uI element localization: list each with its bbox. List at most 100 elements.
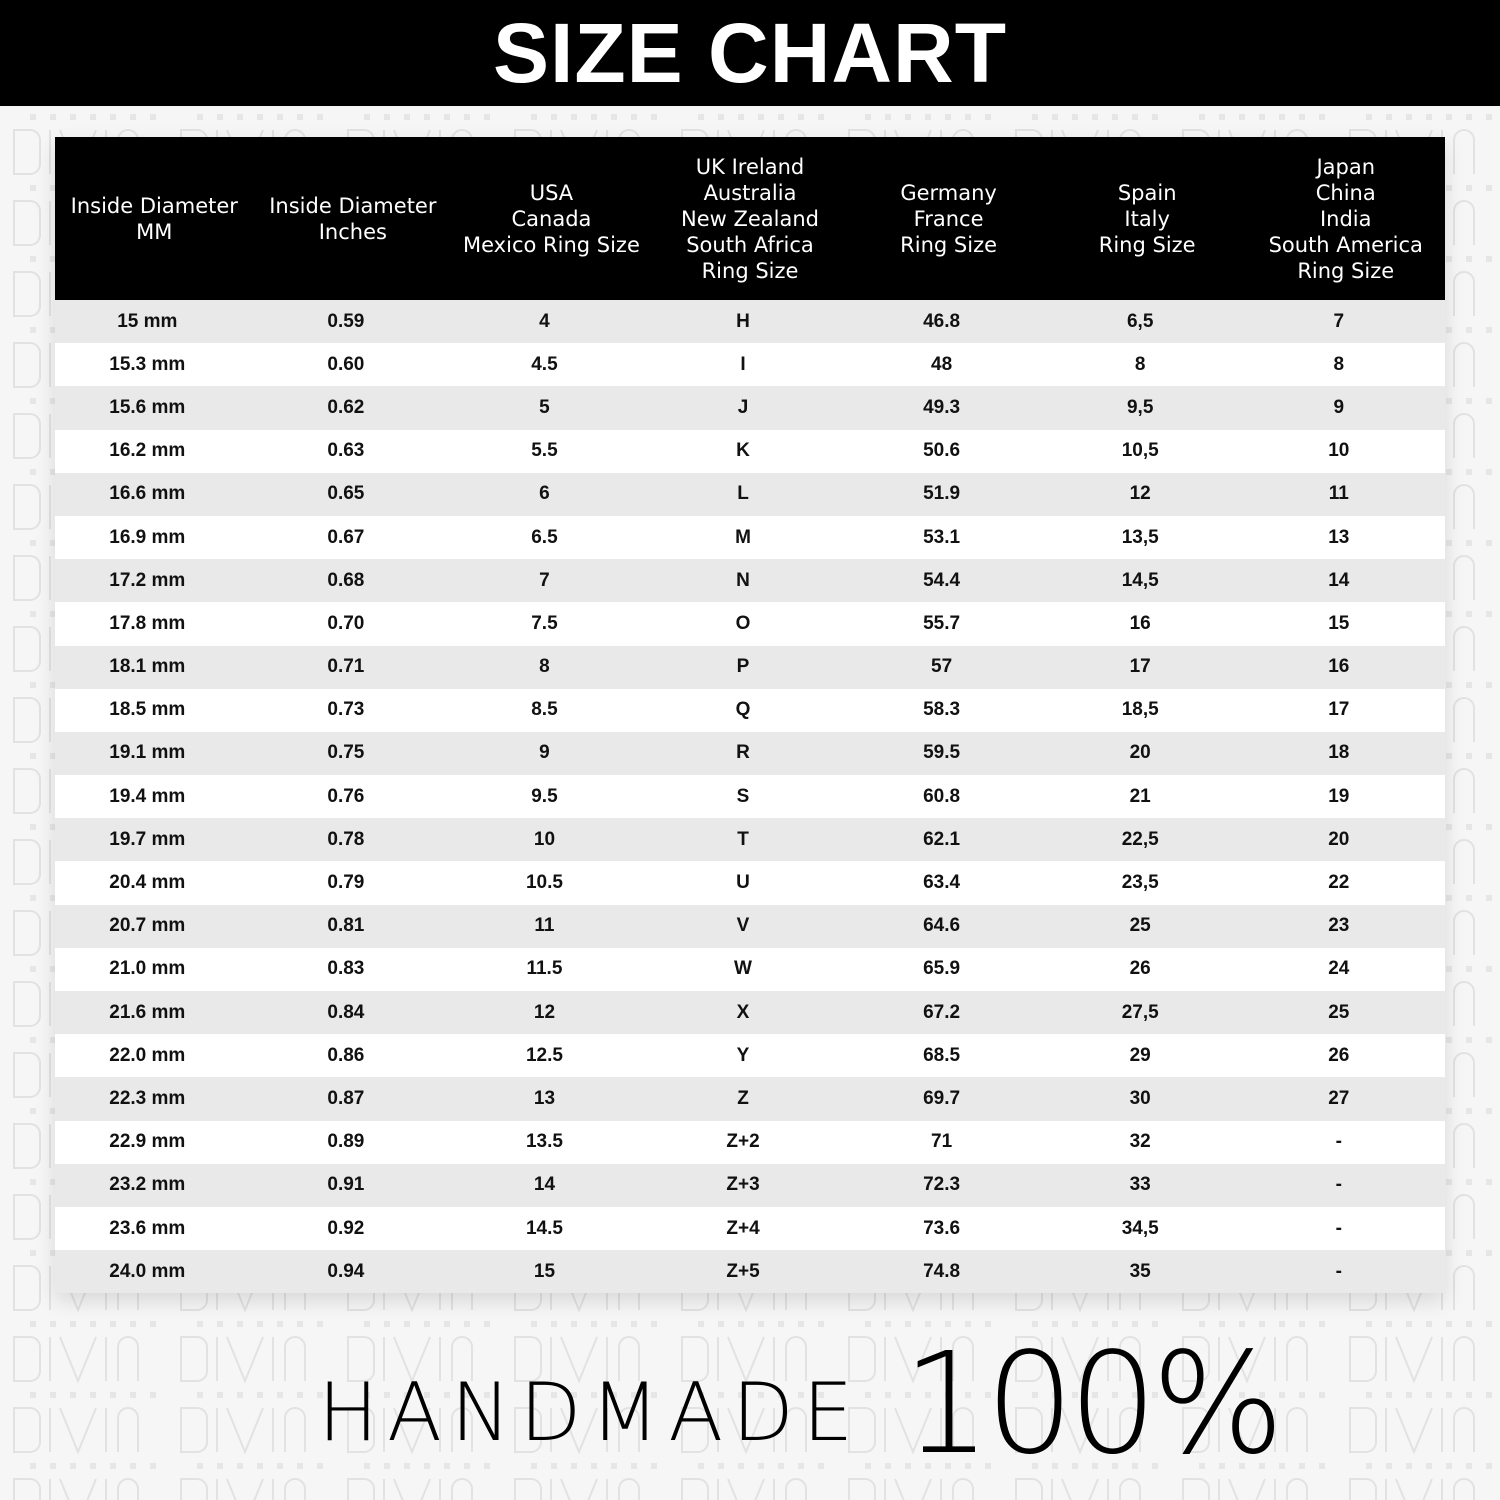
table-cell: 18	[1328, 742, 1350, 764]
table-cell: 5	[539, 396, 550, 418]
percent-text: 100%	[902, 1323, 1284, 1486]
table-cell: 14	[533, 1174, 556, 1196]
table-cell: 16.6 mm	[109, 483, 186, 505]
table-cell: 26	[1328, 1044, 1350, 1066]
table-cell: 15	[1328, 612, 1350, 634]
table-row: 18.5 mm 0.73 8.5 Q 58.3 18,5 17	[55, 688, 1445, 732]
table-cell: 0.79	[327, 872, 365, 894]
table-cell: X	[736, 1001, 750, 1023]
table-cell: 10,5	[1121, 440, 1159, 462]
table-cell: 8	[1134, 353, 1146, 375]
table-cell: 57	[931, 656, 953, 678]
table-cell: 19.1 mm	[109, 742, 186, 764]
table-cell: 0.71	[327, 656, 365, 678]
table-cell: 4.5	[531, 353, 558, 375]
handmade-banner: HANDMADE 100%	[318, 1323, 1284, 1486]
table-cell: Z	[737, 1087, 749, 1109]
table-cell: 7.5	[531, 612, 558, 634]
table-cell: 0.70	[327, 612, 365, 634]
table-cell: 71	[931, 1131, 953, 1153]
table-cell: Z+5	[726, 1260, 760, 1282]
table-row: 17.2 mm 0.68 7 N 54.4 14,5 14	[55, 559, 1445, 603]
table-cell: Y	[736, 1044, 750, 1066]
table-cell: 69.7	[923, 1087, 961, 1109]
table-cell: V	[736, 915, 750, 937]
table-cell: 60.8	[923, 785, 961, 807]
table-cell: 0.78	[327, 828, 365, 850]
table-cell: 10	[1328, 440, 1350, 462]
table-cell: 17	[1129, 656, 1151, 678]
table-cell: 12	[533, 1001, 556, 1023]
table-row: 15 mm 0.59 4 H 46.8 6,5 7	[55, 300, 1445, 344]
table-row: 15.3 mm 0.60 4.5 I 48 8 8	[55, 343, 1445, 387]
table-cell: 6,5	[1126, 310, 1154, 332]
table-cell: 11	[534, 915, 555, 937]
table-cell: 0.87	[327, 1087, 365, 1109]
table-cell: 49.3	[923, 396, 961, 418]
table-cell: 25	[1328, 1001, 1350, 1023]
table-cell: -	[1335, 1131, 1342, 1153]
table-cell: 72.3	[923, 1174, 961, 1196]
table-cell: 0.92	[327, 1217, 365, 1239]
table-cell: 48	[931, 353, 953, 375]
table-row: 22.0 mm 0.86 12.5 Y 68.5 29 26	[55, 1034, 1445, 1078]
table-cell: 18.5 mm	[109, 699, 186, 721]
page-title: SIZE CHART	[493, 5, 1007, 100]
table-cell: 10	[533, 828, 556, 850]
table-cell: 8	[539, 656, 550, 678]
table-cell: 0.59	[327, 310, 365, 332]
table-cell: 15	[533, 1260, 556, 1282]
table-cell: 24	[1328, 958, 1350, 980]
table-cell: 14.5	[525, 1217, 563, 1239]
table-cell: 59.5	[923, 742, 961, 764]
table-cell: 0.62	[327, 396, 365, 418]
table-cell: 9.5	[531, 785, 558, 807]
table-header: Inside Diameter MM Inside Diameter Inches…	[55, 137, 1445, 300]
table-cell: 17.2 mm	[109, 569, 186, 591]
table-cell: 8.5	[531, 699, 558, 721]
table-cell: 18,5	[1121, 699, 1159, 721]
table-cell: 67.2	[923, 1001, 961, 1023]
table-cell: 63.4	[923, 872, 961, 894]
table-cell: 11.5	[526, 958, 563, 980]
table-cell: 23	[1328, 915, 1350, 937]
table-cell: 32	[1129, 1131, 1151, 1153]
table-cell: 9	[1333, 396, 1345, 418]
table-cell: 4	[539, 310, 550, 332]
table-cell: 9,5	[1126, 396, 1154, 418]
table-cell: 0.84	[327, 1001, 365, 1023]
column-header: Inside Diameter MM	[70, 193, 238, 244]
table-cell: 0.83	[327, 958, 365, 980]
table-row: 16.6 mm 0.65 6 L 51.9 12 11	[55, 472, 1445, 516]
table-cell: R	[736, 742, 750, 764]
table-cell: 27	[1328, 1087, 1350, 1109]
table-cell: 53.1	[923, 526, 961, 548]
table-cell: 20	[1129, 742, 1151, 764]
column-header: USA Canada Mexico Ring Size	[463, 180, 640, 257]
table-cell: 0.73	[327, 699, 365, 721]
table-cell: T	[737, 828, 749, 850]
table-cell: 50.6	[923, 440, 961, 462]
table-cell: 19.7 mm	[109, 828, 186, 850]
title-bar: SIZE CHART	[0, 0, 1500, 106]
table-cell: J	[737, 396, 749, 418]
table-cell: 73.6	[923, 1217, 961, 1239]
table-cell: 74.8	[923, 1260, 961, 1282]
table-cell: N	[736, 569, 750, 591]
table-cell: P	[736, 656, 750, 678]
table-cell: O	[735, 612, 751, 634]
table-cell: Z+3	[726, 1174, 760, 1196]
table-cell: U	[736, 872, 750, 894]
table-cell: L	[737, 483, 749, 505]
handmade-text: HANDMADE	[318, 1366, 863, 1459]
table-cell: M	[735, 526, 751, 548]
table-body: 15 mm 0.59 4 H 46.8 6,5 7 15.3 mm 0.60 4.5 I 48 8 8 15…	[55, 300, 1445, 1294]
table-row: 21.0 mm 0.83 11.5 W 65.9 26 24	[55, 947, 1445, 991]
table-cell: 11	[1328, 483, 1349, 505]
table-cell: 5.5	[531, 440, 558, 462]
table-cell: 16	[1129, 612, 1151, 634]
table-cell: 29	[1129, 1044, 1151, 1066]
table-cell: 0.67	[327, 526, 365, 548]
table-cell: 10.5	[525, 872, 563, 894]
table-cell: 22,5	[1121, 828, 1159, 850]
